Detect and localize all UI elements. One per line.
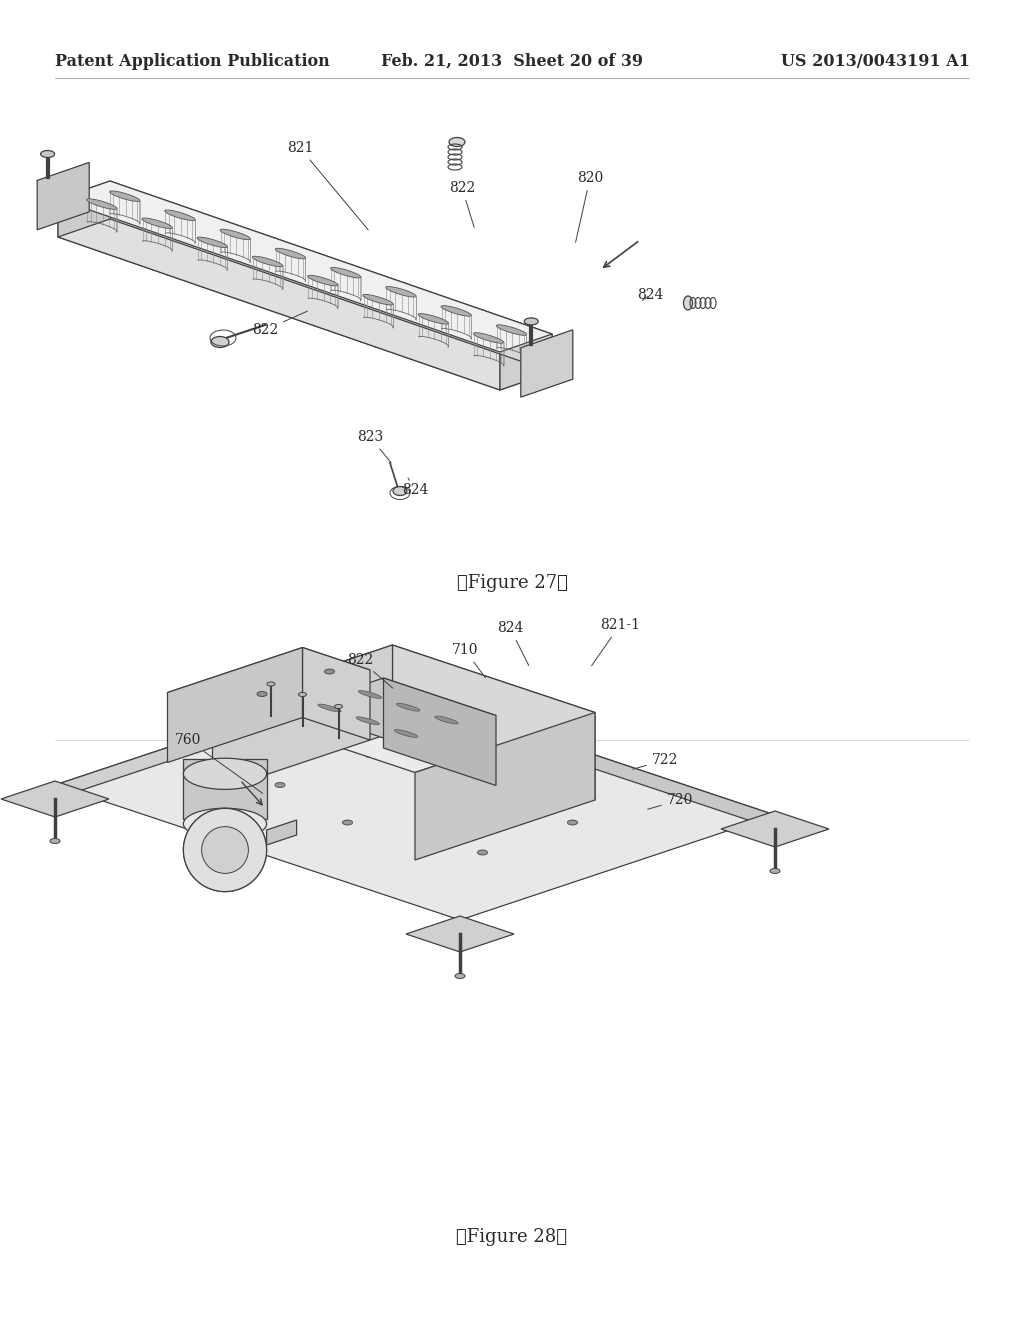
Text: 822: 822 xyxy=(252,312,307,337)
Polygon shape xyxy=(386,286,416,297)
Text: 824: 824 xyxy=(497,620,528,665)
Ellipse shape xyxy=(41,150,54,157)
Ellipse shape xyxy=(522,775,532,780)
Polygon shape xyxy=(168,648,302,763)
Ellipse shape xyxy=(335,705,342,709)
Text: 720: 720 xyxy=(647,793,693,809)
Polygon shape xyxy=(58,181,552,352)
Polygon shape xyxy=(168,648,370,715)
Polygon shape xyxy=(275,248,305,259)
Ellipse shape xyxy=(393,487,407,495)
Polygon shape xyxy=(415,713,595,861)
Polygon shape xyxy=(331,268,360,279)
Text: 822: 822 xyxy=(449,181,475,227)
Polygon shape xyxy=(356,717,380,725)
Text: 710: 710 xyxy=(452,643,485,677)
Polygon shape xyxy=(418,314,449,325)
Polygon shape xyxy=(58,199,500,389)
Polygon shape xyxy=(213,645,595,772)
Text: 760: 760 xyxy=(175,733,263,793)
Polygon shape xyxy=(406,916,514,952)
Ellipse shape xyxy=(449,137,465,147)
Polygon shape xyxy=(294,678,496,746)
Ellipse shape xyxy=(342,820,352,825)
Polygon shape xyxy=(55,680,775,920)
Text: 823: 823 xyxy=(357,430,391,463)
Polygon shape xyxy=(1,781,109,817)
Ellipse shape xyxy=(267,682,275,686)
Polygon shape xyxy=(110,191,140,202)
Text: 【Figure 28】: 【Figure 28】 xyxy=(457,1229,567,1246)
Ellipse shape xyxy=(257,692,267,697)
Polygon shape xyxy=(183,759,266,818)
Polygon shape xyxy=(37,162,89,230)
Polygon shape xyxy=(497,325,526,335)
Ellipse shape xyxy=(325,669,335,675)
Ellipse shape xyxy=(50,838,60,843)
Polygon shape xyxy=(307,276,338,286)
Text: US 2013/0043191 A1: US 2013/0043191 A1 xyxy=(781,53,970,70)
Polygon shape xyxy=(87,199,117,210)
Ellipse shape xyxy=(275,783,285,788)
Polygon shape xyxy=(220,230,251,240)
Ellipse shape xyxy=(524,318,539,325)
Ellipse shape xyxy=(202,826,249,874)
Ellipse shape xyxy=(202,826,249,874)
Ellipse shape xyxy=(770,869,780,874)
Polygon shape xyxy=(441,306,471,317)
Polygon shape xyxy=(110,181,552,372)
Polygon shape xyxy=(213,645,392,792)
Ellipse shape xyxy=(365,734,375,738)
Polygon shape xyxy=(58,219,552,389)
Text: 【Figure 27】: 【Figure 27】 xyxy=(457,574,567,593)
Ellipse shape xyxy=(683,296,692,310)
Polygon shape xyxy=(358,690,382,698)
Polygon shape xyxy=(302,648,370,741)
Text: 824: 824 xyxy=(401,478,428,498)
Text: 722: 722 xyxy=(633,752,678,770)
Polygon shape xyxy=(253,256,283,267)
Ellipse shape xyxy=(299,693,306,697)
Polygon shape xyxy=(473,333,504,343)
Text: Feb. 21, 2013  Sheet 20 of 39: Feb. 21, 2013 Sheet 20 of 39 xyxy=(381,53,643,70)
Polygon shape xyxy=(316,676,424,711)
Text: Patent Application Publication: Patent Application Publication xyxy=(55,53,330,70)
Ellipse shape xyxy=(567,820,578,825)
Ellipse shape xyxy=(183,808,266,891)
Text: 824: 824 xyxy=(637,288,664,302)
Polygon shape xyxy=(362,294,393,305)
Polygon shape xyxy=(521,330,572,397)
Ellipse shape xyxy=(455,974,465,978)
Text: 820: 820 xyxy=(575,172,603,243)
Polygon shape xyxy=(317,704,341,711)
Polygon shape xyxy=(370,680,775,829)
Ellipse shape xyxy=(211,337,229,347)
Polygon shape xyxy=(55,680,370,799)
Ellipse shape xyxy=(477,850,487,855)
Text: 821-1: 821-1 xyxy=(592,618,640,665)
Ellipse shape xyxy=(183,808,266,891)
Polygon shape xyxy=(394,730,418,738)
Polygon shape xyxy=(435,715,459,723)
Polygon shape xyxy=(58,181,110,238)
Polygon shape xyxy=(198,238,227,248)
Polygon shape xyxy=(500,334,552,389)
Polygon shape xyxy=(266,820,297,845)
Text: 822: 822 xyxy=(347,653,393,688)
Polygon shape xyxy=(396,704,420,711)
Polygon shape xyxy=(392,645,595,800)
Polygon shape xyxy=(142,218,172,228)
Polygon shape xyxy=(384,678,496,785)
Text: 821: 821 xyxy=(287,141,369,230)
Polygon shape xyxy=(165,210,196,220)
Ellipse shape xyxy=(183,758,266,789)
Ellipse shape xyxy=(183,808,266,840)
Polygon shape xyxy=(721,810,829,847)
Ellipse shape xyxy=(365,752,375,758)
